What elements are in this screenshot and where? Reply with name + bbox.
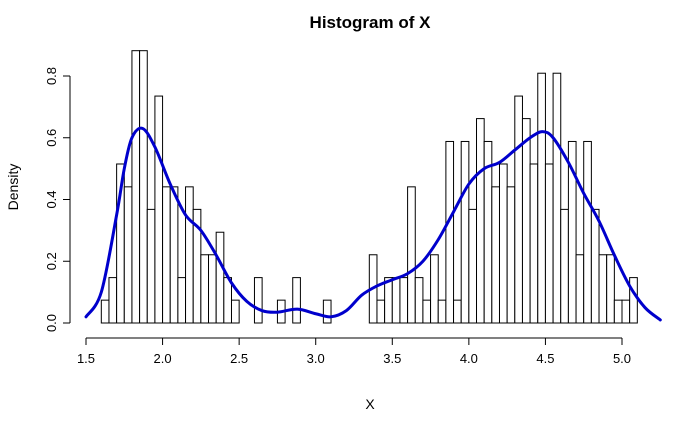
histogram-bar bbox=[629, 277, 638, 324]
histogram-bar bbox=[322, 299, 332, 324]
histogram-bar bbox=[185, 186, 194, 324]
y-tick-label: 0.0 bbox=[44, 314, 59, 332]
histogram-bar bbox=[154, 95, 164, 324]
histogram-bar bbox=[491, 186, 500, 324]
histogram-bar bbox=[215, 231, 225, 324]
histogram-bar bbox=[414, 277, 424, 324]
x-tick-label: 1.5 bbox=[77, 351, 95, 366]
histogram-bar bbox=[376, 299, 386, 324]
histogram-bar bbox=[476, 118, 485, 324]
x-tick-label: 5.0 bbox=[613, 351, 631, 366]
histogram-bar bbox=[514, 95, 523, 324]
histogram-bar bbox=[437, 299, 447, 324]
y-tick-label: 0.8 bbox=[44, 67, 59, 85]
x-axis: 1.5 2.0 2.5 3.0 3.5 4.0 4.5 5.0 bbox=[77, 337, 631, 366]
histogram-bar bbox=[445, 140, 455, 324]
density-curve bbox=[84, 126, 662, 322]
chart-title: Histogram of X bbox=[310, 13, 432, 32]
x-axis-label: X bbox=[365, 396, 375, 412]
y-axis: 0.0 0.2 0.4 0.6 0.8 bbox=[44, 67, 71, 332]
histogram-bar bbox=[407, 186, 416, 324]
histogram-bar bbox=[169, 186, 179, 324]
x-tick-label: 4.5 bbox=[536, 351, 554, 366]
histogram-bar bbox=[575, 254, 585, 324]
histogram-bar bbox=[223, 277, 232, 324]
histogram-bar bbox=[384, 277, 393, 324]
histogram-bar bbox=[606, 254, 615, 324]
x-tick-label: 3.5 bbox=[383, 351, 401, 366]
histogram-bar bbox=[108, 277, 118, 324]
histogram-bar bbox=[391, 277, 401, 324]
histogram-bar bbox=[506, 186, 516, 324]
histogram-bar bbox=[131, 50, 141, 324]
y-tick-label: 0.2 bbox=[44, 252, 59, 270]
histogram-bar bbox=[560, 208, 569, 324]
histogram-bar bbox=[177, 277, 187, 324]
histogram-bar bbox=[621, 299, 631, 324]
histogram-bar bbox=[253, 277, 263, 324]
histogram-bar bbox=[146, 208, 156, 324]
histogram-bar bbox=[460, 140, 470, 324]
histogram-bar bbox=[430, 254, 439, 324]
x-tick-label: 2.5 bbox=[230, 351, 248, 366]
histogram-bar bbox=[162, 186, 171, 324]
histogram-bar bbox=[590, 208, 600, 324]
histogram-bar bbox=[208, 254, 217, 324]
histogram-bar bbox=[422, 299, 432, 324]
histogram-bar bbox=[399, 277, 409, 324]
histogram-bar bbox=[598, 254, 608, 324]
histogram-bar bbox=[537, 72, 546, 324]
histogram-bar bbox=[292, 277, 301, 324]
histogram-bar bbox=[468, 208, 478, 324]
histogram-bar bbox=[453, 299, 462, 324]
histogram-bar bbox=[230, 299, 240, 324]
histogram-bar bbox=[521, 118, 531, 324]
histogram-bar bbox=[498, 163, 508, 324]
histogram-bar bbox=[552, 72, 562, 324]
histogram-bar bbox=[200, 254, 210, 324]
histogram-bar bbox=[583, 140, 592, 324]
x-tick-label: 3.0 bbox=[307, 351, 325, 366]
histogram-bar bbox=[100, 299, 110, 324]
y-tick-label: 0.4 bbox=[44, 190, 59, 208]
histogram-bars bbox=[100, 50, 638, 324]
histogram-bar bbox=[544, 163, 554, 324]
histogram-bar bbox=[123, 186, 133, 324]
x-tick-label: 4.0 bbox=[460, 351, 478, 366]
x-tick-label: 2.0 bbox=[154, 351, 172, 366]
histogram-bar bbox=[529, 163, 539, 324]
y-axis-label: Density bbox=[5, 164, 21, 211]
histogram-bar bbox=[139, 50, 148, 324]
histogram-bar bbox=[613, 299, 623, 324]
y-tick-label: 0.6 bbox=[44, 129, 59, 147]
histogram-bar bbox=[567, 140, 577, 324]
